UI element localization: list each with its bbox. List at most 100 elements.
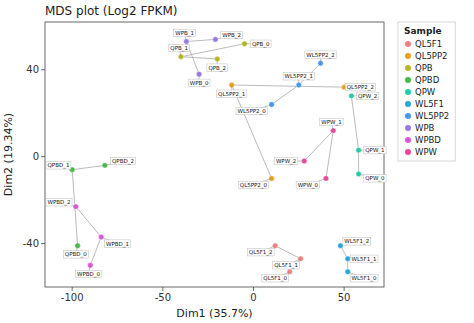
legend-label: QL5PP2 [415,51,448,61]
point-label-text: WL5PP2_1 [285,73,313,80]
connection-line [72,165,105,245]
label-box [169,44,190,51]
legend-title: Sample [404,26,442,36]
point [73,204,78,209]
x-tick [344,287,345,291]
legend-marker [405,149,411,155]
point-label-text: WL5PP2_0 [237,108,266,115]
point-label-text: WPBD_0 [77,271,101,278]
x-tick-label: 50 [338,292,351,303]
y-tick [41,69,45,70]
point-label: QPB_1 [169,44,190,56]
point-label: QL5PP2_0 [238,178,271,189]
x-tick-label: 0 [250,292,256,303]
point-label: QL5PP2_1 [217,85,247,98]
point-label-text: QPW_0 [365,175,385,182]
connection-line [272,63,321,104]
point-label: WPW_0 [296,178,326,189]
label-box [350,255,378,262]
point-label: WPB_0 [188,74,210,87]
point-label-text: QL5F1_0 [263,275,287,282]
x-tick-label: -50 [155,292,171,303]
point-label: QPW_1 [359,146,386,154]
label-box [238,181,268,188]
point-label-text: QL5PP2_0 [240,182,268,189]
point-label: WPB_2 [215,31,242,39]
point-label-text: WPBD_2 [48,199,71,206]
point-label: QPW_2 [351,92,378,100]
legend: SampleQL5F1QL5PP2QPBQPBDQPWWL5F1WL5PP2WP… [398,22,455,161]
label-box [207,64,228,71]
legend-label: WPBD [415,135,441,145]
point-label-text: WPW_2 [276,158,296,165]
point-label: QPB_2 [207,59,228,72]
point-label: QPB_0 [244,40,271,48]
label-box [174,29,196,36]
chart: -100-50050-40040Dim1 (35.7%)Dim2 (19.34%… [0,0,474,323]
page: {"chart_data": { "type": "scatter", "tit… [0,0,474,323]
point-label-text: QL5F1_1 [274,262,298,269]
legend-marker [405,137,411,143]
label-box [105,240,131,247]
point-label-text: WPB_0 [190,80,209,87]
label-box [247,249,274,256]
point [88,263,93,268]
point-label-text: QL5PP2_2 [347,84,374,91]
connection-line [304,131,333,179]
connection-line [351,96,358,174]
legend-frame [398,22,455,161]
legend-marker [405,89,411,95]
label-box [320,118,343,125]
point-label-text: QPBD_0 [65,251,87,258]
point-label-text: QPW_1 [365,147,384,154]
point-label: WL5PP2_1 [283,73,314,85]
point-label-text: WPBD_1 [106,241,129,248]
x-tick [253,287,254,291]
point-label-text: WPB_1 [175,30,194,37]
x-axis-label: Dim1 (35.7%) [176,307,252,320]
point-label-text: QL5PP2_1 [218,91,245,98]
x-tick-label: -100 [61,292,84,303]
point-label-text: WL5PP2_2 [306,52,334,59]
label-box [188,79,210,86]
point-label: WL5F1_0 [348,272,378,283]
label-box [221,31,243,38]
label-box [76,270,102,277]
point-label-text: QPBD_2 [112,158,134,165]
legend-label: QL5F1 [415,39,442,49]
point-label-text: QPB_1 [170,45,188,52]
point-label: QPW_0 [359,174,386,182]
point-label: WPBD_0 [76,265,102,278]
label-box [345,83,375,90]
point [298,256,303,261]
y-tick [41,243,45,244]
point [345,269,350,274]
y-axis-label: Dim2 (19.34%) [2,113,15,196]
legend-marker [405,113,411,119]
label-box [343,238,371,245]
legend-label: WL5F1 [415,99,444,109]
point-label-text: WL5F1_0 [352,275,377,282]
x-tick [162,287,163,291]
label-box [46,162,71,169]
y-tick [41,156,45,157]
point-label: WPBD_1 [101,237,130,248]
label-box [357,92,379,99]
point-label: WPBD_2 [46,199,76,207]
legend-label: QPW [415,87,436,97]
label-box [63,251,88,258]
point [75,243,80,248]
label-box [305,51,336,58]
y-tick-label: 40 [26,64,39,75]
point-label: QL5F1_1 [273,259,301,270]
legend-label: WPB [415,123,435,133]
plot-data [69,37,361,275]
point [338,243,343,248]
point-label-text: WL5F1_1 [352,256,377,263]
point-label-text: WPW_0 [298,182,319,189]
legend-label: QPBD [415,75,440,85]
x-tick [72,287,73,291]
point-label: QL5F1_0 [262,272,290,283]
point-label: WPW_2 [274,157,304,165]
point-label-text: QPB_2 [208,65,226,72]
